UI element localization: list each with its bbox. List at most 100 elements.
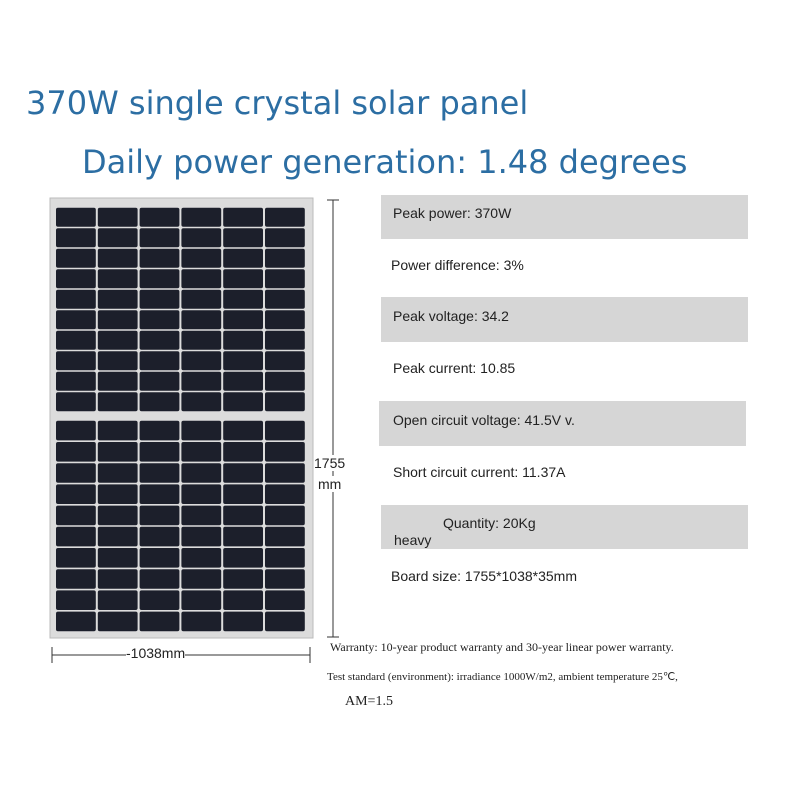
solar-cell [97,289,138,309]
solar-cell [223,463,263,483]
solar-cell [265,611,305,632]
solar-cell [181,442,222,462]
solar-cell [181,526,222,547]
solar-cell [223,392,263,412]
solar-cell [223,569,263,589]
solar-cell [97,420,138,441]
solar-cell [97,269,138,289]
solar-cell [56,310,96,330]
solar-cell [181,392,222,412]
solar-cell [139,505,180,526]
solar-cell [97,351,138,371]
solar-cell [223,505,263,526]
panel-cells [56,207,305,632]
solar-cell [139,207,180,227]
spec: Peak current: 10.85 [393,360,516,376]
solar-cell [139,611,180,632]
solar-cell [56,569,96,589]
spec: Peak power: 370W [393,205,512,221]
solar-cell [97,228,138,248]
solar-cell [265,207,305,227]
solar-cell [56,248,96,268]
solar-cell [97,371,138,391]
solar-cell [56,207,96,227]
solar-cell [265,289,305,309]
solar-cell [223,289,263,309]
solar-cell [139,569,180,589]
solar-cell [97,505,138,526]
spec-band [381,297,748,342]
solar-cell [181,351,222,371]
spec: Quantity: 20Kg [443,515,536,531]
solar-cell [265,228,305,248]
solar-cell [139,590,180,610]
solar-cell [139,310,180,330]
solar-cell [181,269,222,289]
solar-cell [181,228,222,248]
solar-cell [223,484,263,504]
spec: Open circuit voltage: 41.5V v. [393,412,575,428]
solar-cell [265,248,305,268]
solar-cell [56,442,96,462]
solar-cell [181,548,222,568]
solar-cell [223,548,263,568]
solar-cell [56,392,96,412]
solar-cell [97,526,138,547]
subtitle: Daily power generation: 1.48 degrees [82,143,688,181]
solar-cell [56,526,96,547]
solar-cell [223,310,263,330]
solar-cell [181,611,222,632]
solar-cell [139,269,180,289]
solar-cell [265,463,305,483]
solar-cell [139,420,180,441]
solar-cell [97,248,138,268]
solar-cell [139,351,180,371]
spec: Peak voltage: 34.2 [393,308,509,324]
solar-cell [223,590,263,610]
solar-cell [223,248,263,268]
solar-cell [265,505,305,526]
width-value: -1038mm [126,645,186,661]
solar-cell [265,442,305,462]
solar-cell [139,289,180,309]
solar-cell [223,420,263,441]
solar-cell [223,371,263,391]
solar-cell [265,548,305,568]
solar-cell [97,310,138,330]
solar-cell [265,371,305,391]
solar-cell [223,269,263,289]
solar-cell [265,420,305,441]
solar-cell [56,548,96,568]
solar-cell [56,371,96,391]
note: Warranty: 10-year product warranty and 3… [330,640,674,654]
solar-cell [223,351,263,371]
solar-cell [181,484,222,504]
solar-cell [265,392,305,412]
title: 370W single crystal solar panel [26,84,529,122]
spec-band [379,401,746,446]
solar-cell [56,228,96,248]
solar-cell [139,228,180,248]
solar-cell [223,228,263,248]
solar-cell [181,330,222,350]
solar-cell [56,351,96,371]
solar-cell [56,590,96,610]
solar-cell [265,351,305,371]
solar-cell [181,289,222,309]
solar-cell [223,526,263,547]
solar-cell [265,310,305,330]
spec: Power difference: 3% [391,257,524,273]
solar-cell [97,392,138,412]
solar-cell [181,590,222,610]
solar-cell [56,484,96,504]
solar-cell [139,526,180,547]
solar-cell [265,526,305,547]
solar-cell [139,442,180,462]
solar-cell [223,207,263,227]
solar-cell [56,463,96,483]
solar-cell [97,590,138,610]
solar-cell [56,420,96,441]
solar-cell [181,371,222,391]
spec: Board size: 1755*1038*35mm [391,568,578,584]
